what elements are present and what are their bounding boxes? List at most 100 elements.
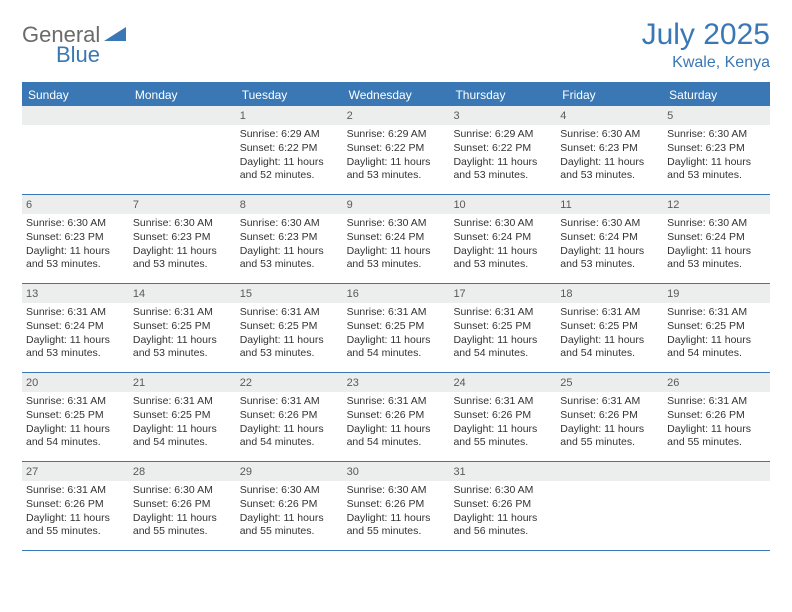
sunrise-text: Sunrise: 6:31 AM: [240, 306, 339, 320]
daylight-text: Daylight: 11 hours and 53 minutes.: [347, 156, 446, 183]
cell-body: Sunrise: 6:30 AMSunset: 6:26 PMDaylight:…: [129, 481, 236, 543]
daylight-text: Daylight: 11 hours and 53 minutes.: [453, 156, 552, 183]
calendar-cell: 26 Sunrise: 6:31 AMSunset: 6:26 PMDayligh…: [663, 373, 770, 461]
day-number: 28: [129, 462, 236, 481]
cell-body: Sunrise: 6:30 AMSunset: 6:23 PMDaylight:…: [129, 214, 236, 276]
day-header: Sunday: [22, 84, 129, 106]
sunrise-text: Sunrise: 6:31 AM: [26, 395, 125, 409]
day-number: 29: [236, 462, 343, 481]
daylight-text: Daylight: 11 hours and 53 minutes.: [240, 245, 339, 272]
sunset-text: Sunset: 6:25 PM: [453, 320, 552, 334]
daylight-text: Daylight: 11 hours and 53 minutes.: [26, 334, 125, 361]
cell-body: Sunrise: 6:30 AMSunset: 6:23 PMDaylight:…: [556, 125, 663, 187]
daylight-text: Daylight: 11 hours and 53 minutes.: [133, 334, 232, 361]
daylight-text: Daylight: 11 hours and 55 minutes.: [667, 423, 766, 450]
location: Kwale, Kenya: [642, 54, 770, 72]
sunset-text: Sunset: 6:25 PM: [560, 320, 659, 334]
day-number: 13: [22, 284, 129, 303]
calendar-cell: 5Sunrise: 6:30 AMSunset: 6:23 PMDaylight…: [663, 106, 770, 194]
sunrise-text: Sunrise: 6:30 AM: [560, 128, 659, 142]
calendar-week: 6Sunrise: 6:30 AMSunset: 6:23 PMDaylight…: [22, 195, 770, 284]
calendar-cell-empty: [22, 106, 129, 194]
day-number: 6: [22, 195, 129, 214]
sunset-text: Sunset: 6:23 PM: [26, 231, 125, 245]
sunrise-text: Sunrise: 6:31 AM: [560, 395, 659, 409]
day-number: 12: [663, 195, 770, 214]
sunrise-text: Sunrise: 6:31 AM: [453, 306, 552, 320]
cell-body: Sunrise: 6:29 AMSunset: 6:22 PMDaylight:…: [343, 125, 450, 187]
sunset-text: Sunset: 6:23 PM: [560, 142, 659, 156]
day-header: Monday: [129, 84, 236, 106]
sunrise-text: Sunrise: 6:30 AM: [453, 484, 552, 498]
calendar-cell: 20Sunrise: 6:31 AMSunset: 6:25 PMDayligh…: [22, 373, 129, 461]
calendar-cell: 16Sunrise: 6:31 AMSunset: 6:25 PMDayligh…: [343, 284, 450, 372]
cell-body: [129, 125, 236, 185]
daylight-text: Daylight: 11 hours and 54 minutes.: [26, 423, 125, 450]
day-number: 31: [449, 462, 556, 481]
day-number: 27: [22, 462, 129, 481]
calendar-cell: 18Sunrise: 6:31 AMSunset: 6:25 PMDayligh…: [556, 284, 663, 372]
calendar-cell: 22Sunrise: 6:31 AMSunset: 6:26 PMDayligh…: [236, 373, 343, 461]
calendar-cell: 6Sunrise: 6:30 AMSunset: 6:23 PMDaylight…: [22, 195, 129, 283]
day-number: 9: [343, 195, 450, 214]
calendar-cell-empty: [663, 462, 770, 550]
sunrise-text: Sunrise: 6:31 AM: [667, 395, 766, 409]
day-header: Thursday: [449, 84, 556, 106]
calendar-cell: 17Sunrise: 6:31 AMSunset: 6:25 PMDayligh…: [449, 284, 556, 372]
cell-body: Sunrise: 6:30 AMSunset: 6:24 PMDaylight:…: [343, 214, 450, 276]
sunrise-text: Sunrise: 6:30 AM: [453, 217, 552, 231]
calendar-cell-empty: [129, 106, 236, 194]
daylight-text: Daylight: 11 hours and 54 minutes.: [560, 334, 659, 361]
sunrise-text: Sunrise: 6:30 AM: [26, 217, 125, 231]
calendar-cell: 1Sunrise: 6:29 AMSunset: 6:22 PMDaylight…: [236, 106, 343, 194]
sunrise-text: Sunrise: 6:30 AM: [240, 217, 339, 231]
day-number: [22, 106, 129, 125]
cell-body: Sunrise: 6:30 AMSunset: 6:23 PMDaylight:…: [22, 214, 129, 276]
cell-body: Sunrise: 6:31 AMSunset: 6:26 PMDaylight:…: [556, 392, 663, 454]
day-number: 26: [663, 373, 770, 392]
sunset-text: Sunset: 6:22 PM: [347, 142, 446, 156]
sunrise-text: Sunrise: 6:29 AM: [240, 128, 339, 142]
sunrise-text: Sunrise: 6:31 AM: [133, 306, 232, 320]
calendar-cell: 12Sunrise: 6:30 AMSunset: 6:24 PMDayligh…: [663, 195, 770, 283]
cell-body: [22, 125, 129, 185]
sunrise-text: Sunrise: 6:30 AM: [133, 217, 232, 231]
sunrise-text: Sunrise: 6:30 AM: [560, 217, 659, 231]
calendar-cell: 9Sunrise: 6:30 AMSunset: 6:24 PMDaylight…: [343, 195, 450, 283]
daylight-text: Daylight: 11 hours and 54 minutes.: [347, 334, 446, 361]
cell-body: Sunrise: 6:30 AMSunset: 6:24 PMDaylight:…: [663, 214, 770, 276]
cell-body: Sunrise: 6:30 AMSunset: 6:24 PMDaylight:…: [556, 214, 663, 276]
calendar-cell: 25Sunrise: 6:31 AMSunset: 6:26 PMDayligh…: [556, 373, 663, 461]
calendar-cell: 13Sunrise: 6:31 AMSunset: 6:24 PMDayligh…: [22, 284, 129, 372]
calendar-cell: 19Sunrise: 6:31 AMSunset: 6:25 PMDayligh…: [663, 284, 770, 372]
daylight-text: Daylight: 11 hours and 54 minutes.: [133, 423, 232, 450]
sunset-text: Sunset: 6:26 PM: [240, 409, 339, 423]
cell-body: Sunrise: 6:31 AMSunset: 6:25 PMDaylight:…: [129, 303, 236, 365]
title-block: July 2025 Kwale, Kenya: [642, 18, 770, 72]
day-number: 15: [236, 284, 343, 303]
calendar-cell: 21Sunrise: 6:31 AMSunset: 6:25 PMDayligh…: [129, 373, 236, 461]
cell-body: Sunrise: 6:30 AMSunset: 6:26 PMDaylight:…: [343, 481, 450, 543]
cell-body: Sunrise: 6:31 AMSunset: 6:24 PMDaylight:…: [22, 303, 129, 365]
cell-body: Sunrise: 6:31 AMSunset: 6:26 PMDaylight:…: [449, 392, 556, 454]
calendar-cell: 28Sunrise: 6:30 AMSunset: 6:26 PMDayligh…: [129, 462, 236, 550]
daylight-text: Daylight: 11 hours and 55 minutes.: [26, 512, 125, 539]
sunset-text: Sunset: 6:26 PM: [667, 409, 766, 423]
daylight-text: Daylight: 11 hours and 55 minutes.: [347, 512, 446, 539]
daylight-text: Daylight: 11 hours and 54 minutes.: [453, 334, 552, 361]
cell-body: Sunrise: 6:31 AMSunset: 6:26 PMDaylight:…: [343, 392, 450, 454]
day-header: Wednesday: [343, 84, 450, 106]
cell-body: Sunrise: 6:30 AMSunset: 6:23 PMDaylight:…: [663, 125, 770, 187]
daylight-text: Daylight: 11 hours and 54 minutes.: [667, 334, 766, 361]
day-header-row: SundayMondayTuesdayWednesdayThursdayFrid…: [22, 84, 770, 106]
cell-body: Sunrise: 6:30 AMSunset: 6:24 PMDaylight:…: [449, 214, 556, 276]
sunset-text: Sunset: 6:25 PM: [347, 320, 446, 334]
daylight-text: Daylight: 11 hours and 55 minutes.: [453, 423, 552, 450]
day-number: 16: [343, 284, 450, 303]
cell-body: Sunrise: 6:31 AMSunset: 6:25 PMDaylight:…: [449, 303, 556, 365]
day-number: 30: [343, 462, 450, 481]
sunset-text: Sunset: 6:23 PM: [667, 142, 766, 156]
calendar-cell: 7Sunrise: 6:30 AMSunset: 6:23 PMDaylight…: [129, 195, 236, 283]
sunset-text: Sunset: 6:24 PM: [347, 231, 446, 245]
calendar: SundayMondayTuesdayWednesdayThursdayFrid…: [22, 82, 770, 551]
